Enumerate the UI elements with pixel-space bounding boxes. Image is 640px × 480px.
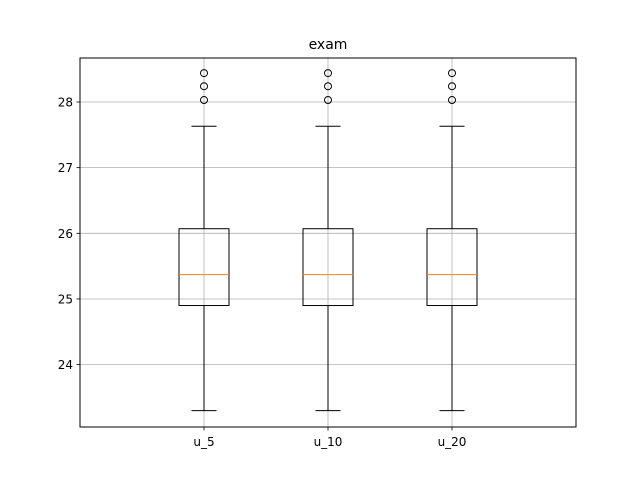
outlier-point bbox=[200, 69, 208, 78]
y-tick-label: 28 bbox=[58, 95, 73, 109]
x-tick-label: u_10 bbox=[314, 435, 343, 449]
y-tick-label: 27 bbox=[58, 161, 73, 175]
y-tick-label: 26 bbox=[58, 227, 73, 241]
x-tick-label: u_5 bbox=[193, 435, 214, 449]
y-tick-label: 25 bbox=[58, 292, 73, 306]
axis-ticks: u_5 u_10 u_20 24 25 26 27 28 bbox=[58, 95, 467, 449]
outlier-point bbox=[324, 96, 332, 105]
outlier-point bbox=[448, 69, 456, 78]
outlier-point bbox=[324, 69, 332, 78]
outlier-point bbox=[324, 82, 332, 91]
x-tick-label: u_20 bbox=[438, 435, 467, 449]
boxes bbox=[178, 69, 478, 412]
outlier-point bbox=[200, 96, 208, 105]
iqr-box bbox=[178, 228, 230, 307]
box-u-5 bbox=[178, 69, 230, 412]
chart-title: exam bbox=[309, 37, 348, 53]
outlier-point bbox=[448, 82, 456, 91]
box-u-10 bbox=[302, 69, 354, 412]
box-u-20 bbox=[426, 69, 478, 412]
y-tick-label: 24 bbox=[58, 358, 73, 372]
outlier-point bbox=[200, 82, 208, 91]
outlier-point bbox=[448, 96, 456, 105]
iqr-box bbox=[302, 228, 354, 307]
iqr-box bbox=[426, 228, 478, 307]
